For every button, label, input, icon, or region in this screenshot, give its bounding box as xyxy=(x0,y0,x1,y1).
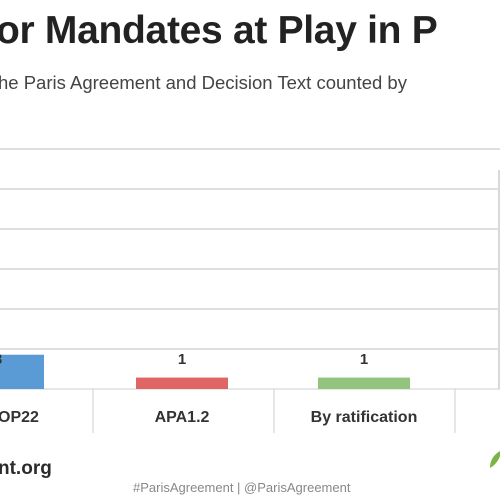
bar xyxy=(318,377,410,389)
data-label: 1 xyxy=(360,351,368,368)
category-label: ore COP22 xyxy=(0,409,39,426)
data-label: 1 xyxy=(178,351,186,368)
leaf-logo-icon xyxy=(490,451,500,468)
category-label: By ratification xyxy=(311,409,418,426)
chart-subtitle: he Paris Agreement and Decision Text cou… xyxy=(0,72,407,93)
bar xyxy=(136,377,228,389)
footer-hashtags: #ParisAgreement | @ParisAgreement xyxy=(133,480,351,495)
bar xyxy=(0,354,44,389)
chart-title: or Mandates at Play in P xyxy=(0,9,438,52)
data-label: 3 xyxy=(0,351,2,368)
footer-website: nt.org xyxy=(0,458,52,479)
category-label: APA1.2 xyxy=(155,409,210,426)
